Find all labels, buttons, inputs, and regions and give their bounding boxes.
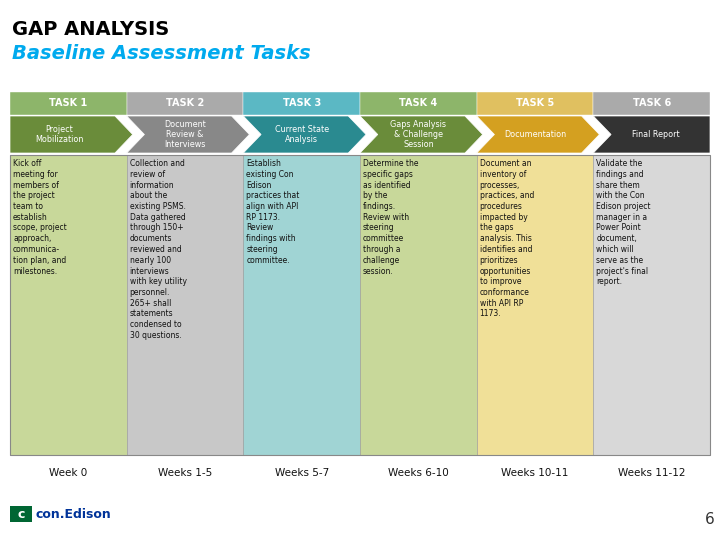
Polygon shape <box>127 116 249 153</box>
Text: TASK 3: TASK 3 <box>282 98 321 109</box>
Text: Week 0: Week 0 <box>49 468 87 478</box>
Bar <box>10 506 32 522</box>
Bar <box>127 155 243 455</box>
Text: Project
Mobilization: Project Mobilization <box>35 125 84 144</box>
Text: Establish
existing Con
Edison
practices that
align with API
RP 1173.
Review
find: Establish existing Con Edison practices … <box>246 159 300 265</box>
Bar <box>477 155 593 455</box>
Text: Weeks 1-5: Weeks 1-5 <box>158 468 212 478</box>
Text: Determine the
specific gaps
as identified
by the
findings.
Review with
steering
: Determine the specific gaps as identifie… <box>363 159 418 275</box>
Bar <box>477 92 593 115</box>
Bar <box>360 92 477 115</box>
Bar <box>243 92 360 115</box>
Bar <box>127 92 243 115</box>
Text: TASK 2: TASK 2 <box>166 98 204 109</box>
Text: Kick off
meeting for
members of
the project
team to
establish
scope, project
app: Kick off meeting for members of the proj… <box>13 159 67 275</box>
Polygon shape <box>477 116 599 153</box>
Bar <box>243 155 360 455</box>
Bar <box>10 155 127 455</box>
Text: Document an
inventory of
processes,
practices, and
procedures
impacted by
the ga: Document an inventory of processes, prac… <box>480 159 534 319</box>
Text: con.Edison: con.Edison <box>35 508 111 521</box>
Text: Gaps Analysis
& Challenge
Session: Gaps Analysis & Challenge Session <box>390 119 446 150</box>
Text: TASK 6: TASK 6 <box>633 98 671 109</box>
Text: TASK 1: TASK 1 <box>49 98 87 109</box>
Text: TASK 5: TASK 5 <box>516 98 554 109</box>
Text: Current State
Analysis: Current State Analysis <box>274 125 329 144</box>
Polygon shape <box>360 116 482 153</box>
Text: TASK 4: TASK 4 <box>399 98 438 109</box>
Text: GAP ANALYSIS: GAP ANALYSIS <box>12 20 169 39</box>
Text: Document
Review &
Interviews: Document Review & Interviews <box>164 119 206 150</box>
Text: Weeks 5-7: Weeks 5-7 <box>274 468 329 478</box>
Text: Baseline Assessment Tasks: Baseline Assessment Tasks <box>12 44 311 63</box>
Bar <box>593 155 710 455</box>
Text: Weeks 10-11: Weeks 10-11 <box>501 468 569 478</box>
Polygon shape <box>593 116 710 153</box>
Text: Weeks 11-12: Weeks 11-12 <box>618 468 685 478</box>
Text: c: c <box>17 508 24 521</box>
Bar <box>593 92 710 115</box>
Bar <box>360 155 477 455</box>
Polygon shape <box>243 116 366 153</box>
Text: Validate the
findings and
share them
with the Con
Edison project
manager in a
Po: Validate the findings and share them wit… <box>596 159 651 286</box>
Bar <box>10 92 127 115</box>
Text: Collection and
review of
information
about the
existing PSMS.
Data gathered
thro: Collection and review of information abo… <box>130 159 186 340</box>
Text: 6: 6 <box>706 512 715 528</box>
Text: Documentation: Documentation <box>504 130 566 139</box>
Text: Final Report: Final Report <box>632 130 680 139</box>
Text: Weeks 6-10: Weeks 6-10 <box>388 468 449 478</box>
Bar <box>10 155 710 455</box>
Polygon shape <box>10 116 132 153</box>
